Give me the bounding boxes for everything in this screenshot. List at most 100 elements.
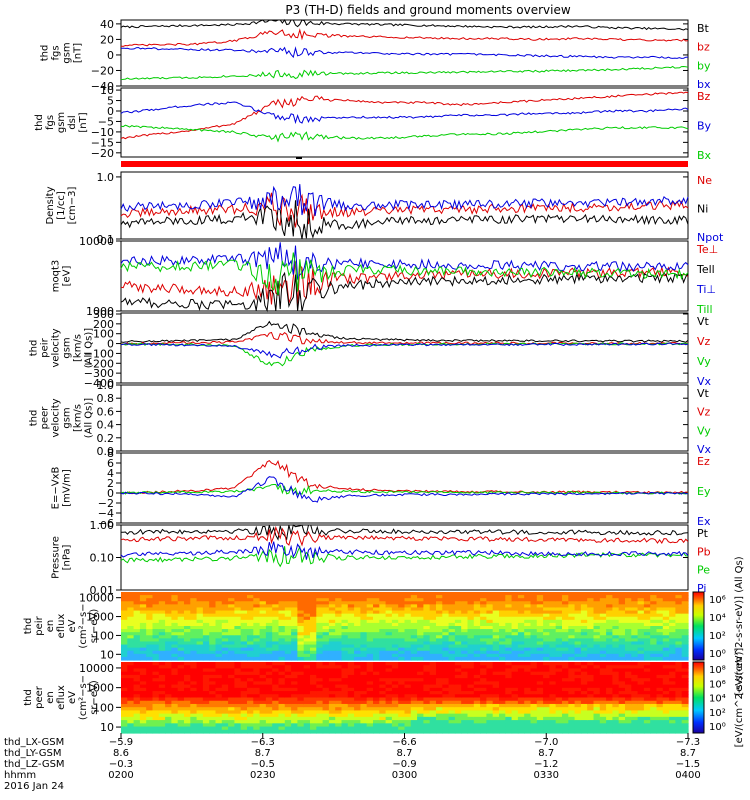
heatmap-cell xyxy=(505,694,513,699)
heatmap-cell xyxy=(234,653,242,658)
y-tick-label: 200 xyxy=(93,318,114,331)
heatmap-cell xyxy=(467,632,475,636)
heatmap-cell xyxy=(379,678,387,682)
heatmap-cell xyxy=(587,650,595,655)
heatmap-cell xyxy=(492,691,500,695)
heatmap-cell xyxy=(284,616,292,621)
heatmap-cell xyxy=(259,641,267,646)
heatmap-cell xyxy=(265,662,273,666)
heatmap-cell xyxy=(555,650,563,655)
heatmap-cell xyxy=(417,619,424,624)
heatmap-cell xyxy=(215,629,223,633)
heatmap-cell xyxy=(530,684,538,689)
heatmap-cell xyxy=(373,691,380,695)
heatmap-cell xyxy=(139,681,147,686)
heatmap-cell xyxy=(587,632,595,636)
heatmap-cell xyxy=(234,674,242,679)
heatmap-cell xyxy=(215,668,223,673)
heatmap-cell xyxy=(662,671,670,676)
heatmap-cell xyxy=(265,726,273,731)
heatmap-cell xyxy=(568,619,576,624)
heatmap-cell xyxy=(228,613,235,618)
heatmap-cell xyxy=(404,678,412,682)
heatmap-cell xyxy=(385,653,393,658)
heatmap-cell xyxy=(618,604,626,609)
heatmap-cell xyxy=(606,632,613,636)
heatmap-cell xyxy=(650,703,658,708)
heatmap-cell xyxy=(335,610,343,615)
heatmap-cell xyxy=(593,610,601,615)
heatmap-cell xyxy=(486,707,494,712)
heatmap-cell xyxy=(347,710,355,715)
heatmap-cell xyxy=(650,650,658,655)
heatmap-cell xyxy=(511,691,519,695)
heatmap-cell xyxy=(643,653,651,658)
heatmap-cell xyxy=(341,638,349,643)
heatmap-cell xyxy=(599,629,607,633)
heatmap-cell xyxy=(599,632,607,636)
heatmap-cell xyxy=(121,684,128,689)
heatmap-cell xyxy=(215,598,223,602)
heatmap-cell xyxy=(612,684,620,689)
series-line-ion-velocity-1 xyxy=(120,331,689,345)
heatmap-cell xyxy=(209,638,217,643)
heatmap-cell xyxy=(221,638,229,643)
heatmap-cell xyxy=(360,607,368,612)
heatmap-cell xyxy=(675,691,683,695)
heatmap-cell xyxy=(511,635,519,639)
heatmap-cell xyxy=(133,710,141,715)
heatmap-cell xyxy=(524,691,532,695)
heatmap-cell xyxy=(190,723,198,728)
heatmap-cell xyxy=(643,635,651,639)
heatmap-cell xyxy=(158,598,166,602)
heatmap-cell xyxy=(247,671,254,676)
heatmap-cell xyxy=(467,662,475,666)
heatmap-cell xyxy=(379,595,387,599)
heatmap-cell xyxy=(328,641,336,646)
heatmap-cell xyxy=(410,694,418,699)
heatmap-cell xyxy=(316,710,324,715)
heatmap-cell xyxy=(543,678,550,682)
heatmap-cell xyxy=(473,619,481,624)
heatmap-cell xyxy=(165,665,172,670)
heatmap-cell xyxy=(228,638,235,643)
heatmap-cell xyxy=(486,598,494,602)
heatmap-cell xyxy=(681,622,689,627)
heatmap-cell xyxy=(146,671,154,676)
heatmap-cell xyxy=(278,697,286,702)
heatmap-cell xyxy=(517,638,525,643)
heatmap-cell xyxy=(505,644,513,649)
heatmap-cell xyxy=(310,665,317,670)
heatmap-cell xyxy=(297,610,305,615)
heatmap-cell xyxy=(221,665,229,670)
heatmap-cell xyxy=(240,629,248,633)
heatmap-cell xyxy=(536,607,544,612)
heatmap-cell xyxy=(221,691,229,695)
heatmap-cell xyxy=(625,635,632,639)
heatmap-cell xyxy=(511,607,519,612)
heatmap-cell xyxy=(328,653,336,658)
heatmap-cell xyxy=(247,703,254,708)
heatmap-cell xyxy=(662,674,670,679)
heatmap-cell xyxy=(517,674,525,679)
heatmap-cell xyxy=(385,723,393,728)
heatmap-cell xyxy=(366,598,374,602)
heatmap-cell xyxy=(171,665,179,670)
heatmap-cell xyxy=(373,647,380,652)
heatmap-cell xyxy=(228,716,235,721)
heatmap-cell xyxy=(190,619,198,624)
heatmap-cell xyxy=(234,691,242,695)
heatmap-cell xyxy=(612,729,620,734)
heatmap-cell xyxy=(240,700,248,705)
heatmap-cell xyxy=(662,703,670,708)
heatmap-cell xyxy=(152,641,160,646)
heatmap-cell xyxy=(486,616,494,621)
heatmap-cell xyxy=(467,616,475,621)
heatmap-cell xyxy=(625,710,632,715)
heatmap-cell xyxy=(265,694,273,699)
heatmap-cell xyxy=(454,616,462,621)
legend-entry: Npot xyxy=(697,231,724,244)
heatmap-cell xyxy=(404,681,412,686)
heatmap-cell xyxy=(284,644,292,649)
heatmap-cell xyxy=(650,668,658,673)
